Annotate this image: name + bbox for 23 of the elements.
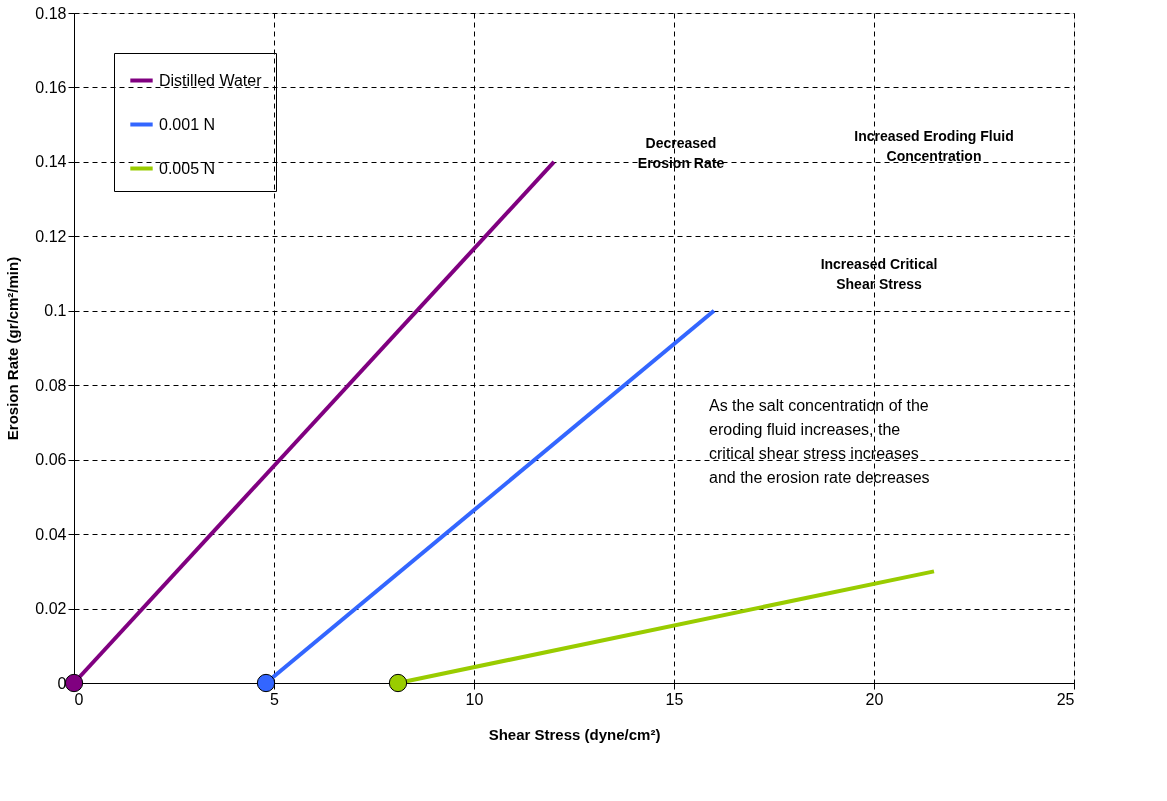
y-tick-label: 0.04	[35, 525, 67, 543]
x-tick-label: 5	[270, 690, 280, 708]
y-tick-label: 0.16	[35, 78, 67, 96]
y-tick-label: 0.1	[44, 302, 67, 320]
legend-label: 0.001 N	[159, 115, 216, 133]
y-tick-label: 0.14	[35, 153, 67, 171]
y-tick-label: 0.12	[35, 227, 67, 245]
legend-label: Distilled Water	[159, 71, 263, 89]
y-tick-label: 0.08	[35, 376, 67, 394]
y-axis-title: Erosion Rate (gr/cm²/min)	[4, 256, 22, 441]
x-tick-label: 25	[1056, 690, 1075, 708]
annotation: Increased Critical Shear Stress	[820, 255, 938, 292]
annotation: Increased Eroding Fluid Concentration	[854, 128, 1014, 165]
x-tick-label: 15	[665, 690, 684, 708]
y-tick-label: 0.18	[35, 4, 67, 22]
y-tick-label: 0.06	[35, 451, 67, 469]
annotation: As the salt concentration of the eroding fluid increases, the critical shear stress increases and the erosion rate decreases	[709, 397, 930, 487]
y-tick-label: 0.02	[35, 600, 67, 618]
x-tick-label: 0	[74, 690, 84, 708]
x-tick-label: 20	[865, 690, 884, 708]
x-tick-label: 10	[465, 690, 484, 708]
y-tick-label: 0	[57, 674, 67, 692]
x-axis-title: Shear Stress (dyne/cm²)	[488, 725, 661, 743]
